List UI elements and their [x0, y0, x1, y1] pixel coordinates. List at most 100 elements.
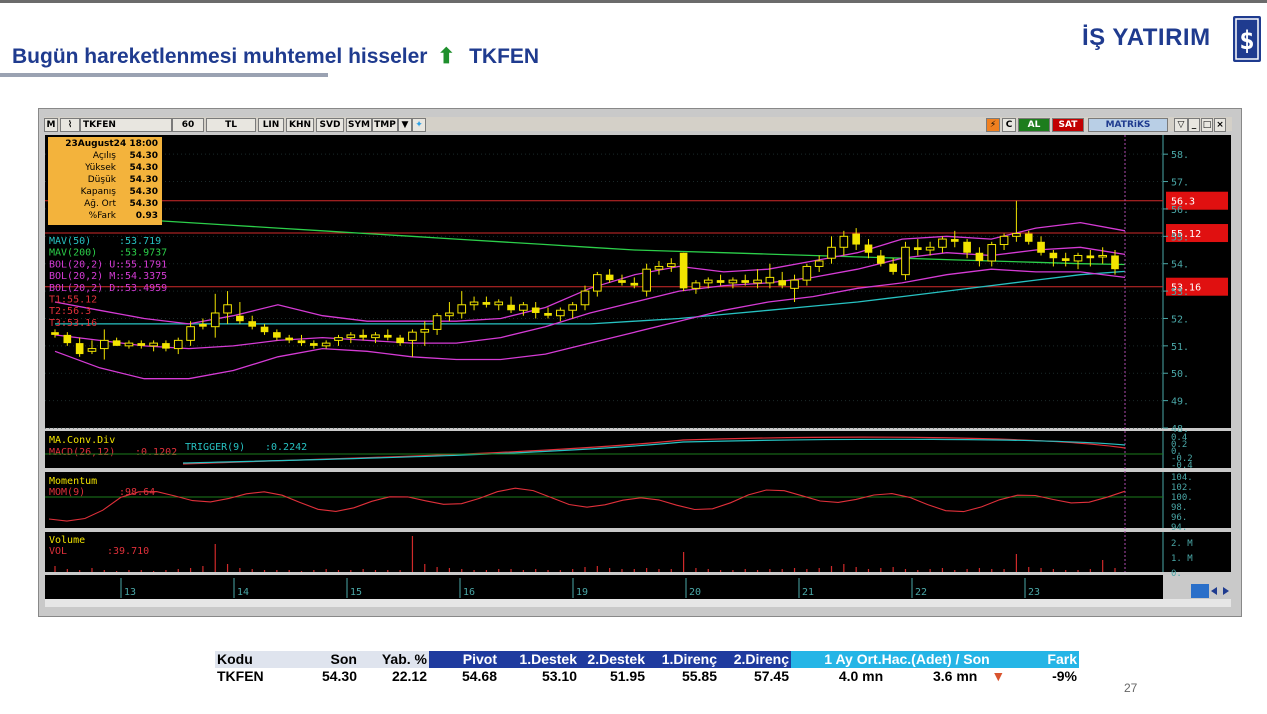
plot-panel [45, 472, 1163, 528]
volume-label: VOL [49, 546, 67, 557]
period-field[interactable]: 60 [172, 118, 204, 132]
indicator-value: :53.719 [119, 236, 161, 247]
indicator-label: BOL(20,2) U: [49, 259, 121, 270]
momentum-tick-label: 104. [1171, 473, 1193, 483]
table-cell: 22.12 [391, 668, 427, 684]
minimize-icon[interactable]: _ [1188, 118, 1200, 132]
series-line [54, 268, 1126, 380]
candle-body-down [273, 332, 281, 338]
info-value: 54.30 [129, 151, 158, 161]
matriks-button[interactable]: MATRiKS [1088, 118, 1168, 132]
target-level-badge [1166, 277, 1228, 296]
table-header: Yab. % [359, 651, 429, 668]
macd-tick-label: 0.4 [1171, 433, 1187, 443]
candle-body-down [199, 323, 207, 327]
dropdown-arrow-icon[interactable]: ▼ [398, 118, 412, 132]
candle-body-down [679, 252, 688, 289]
candle-body-down [1049, 252, 1058, 259]
candle-body-down [605, 274, 614, 281]
candle-body-up [827, 246, 836, 259]
candle-body-down [236, 315, 244, 322]
candle-body-down [741, 280, 750, 283]
scroll-left-icon [1211, 587, 1217, 595]
scroll-right-icon [1223, 587, 1229, 595]
candle-body-up [802, 265, 812, 281]
ohlc-info-box: 23August24 18:00 Açılış 54.30 Yüksek 54.30… [48, 137, 162, 225]
x-tick-label: 23 [1028, 587, 1040, 598]
momentum-tick-label: 100. [1171, 493, 1193, 503]
candle-body-up [839, 235, 849, 248]
candle-body-down [285, 337, 294, 341]
tmp-button[interactable]: TMP [372, 118, 398, 132]
table-cell: 3.6 mn ▼ [931, 668, 1023, 685]
candle-body-down [950, 239, 959, 242]
indicator-label: MAV(200) [49, 248, 97, 259]
candle-body-up [556, 309, 565, 317]
table-cell: 54.68 [461, 668, 497, 684]
macd-tick-label: 0. [1171, 447, 1182, 457]
sym-button[interactable]: SYM [346, 118, 372, 132]
indicator-label: BOL(20,2) M: [49, 271, 121, 282]
symbol-field[interactable]: TKFEN [80, 118, 172, 132]
maximize-icon[interactable]: □ [1201, 118, 1213, 132]
down-triangle-icon: ▼ [991, 668, 1006, 684]
momentum-tick-label: 102. [1171, 483, 1193, 493]
menu-m-button[interactable]: M [44, 118, 58, 132]
trigger-value: :0.2242 [265, 442, 307, 453]
lightning-icon[interactable]: ⚡ [986, 118, 1000, 132]
info-key: Yüksek [85, 163, 116, 173]
momentum-title: Momentum [49, 476, 97, 487]
sat-button[interactable]: SAT [1052, 118, 1084, 132]
info-value: 54.30 [129, 175, 158, 185]
candle-body-up [346, 334, 356, 339]
lin-button[interactable]: LIN [258, 118, 284, 132]
macd-title: MA.Conv.Div [49, 435, 115, 446]
candle-body-up [457, 304, 467, 314]
info-row: Açılış 54.30 [48, 150, 162, 162]
candle-body-down [531, 307, 540, 313]
table-row: TKFEN 54.30 22.12 54.68 53.10 51.95 55.8… [215, 668, 1079, 685]
table-cell: -9% [1052, 668, 1077, 684]
candle-body-down [852, 233, 860, 245]
khn-button[interactable]: KHN [286, 118, 314, 132]
candle-body-up [408, 331, 417, 341]
candle-body-down [975, 252, 984, 261]
table-header: Fark [1023, 651, 1079, 668]
title-text: Bugün hareketlenmesi muhtemel hisseler [12, 45, 428, 68]
volume-value: :39.710 [107, 546, 149, 557]
info-row: Düşük 54.30 [48, 174, 162, 186]
candle-body-up [149, 342, 158, 347]
y-tick-label: 57. [1171, 178, 1189, 189]
candle-body-up [445, 312, 454, 317]
candle-body-up [99, 339, 109, 350]
series-line [55, 270, 1126, 325]
y-tick-label: 53. [1171, 287, 1189, 298]
window-menu-icon[interactable]: ▽ [1174, 118, 1188, 132]
candle-body-up [469, 301, 479, 306]
candle-body-up [87, 348, 97, 352]
chart-type-icon[interactable]: ⌇ [60, 118, 80, 132]
candle-body-down [544, 312, 552, 316]
candle-body-up [1012, 233, 1021, 237]
info-value: 0.93 [135, 211, 158, 221]
momentum-line [48, 487, 1126, 522]
x-tick-label: 16 [463, 587, 475, 598]
levels-table: Kodu Son Yab. % Pivot 1.Destek 2.Destek … [215, 651, 1079, 685]
candle-body-up [223, 304, 232, 314]
c-button[interactable]: C [1002, 118, 1016, 132]
twitter-icon[interactable]: ✦ [412, 118, 426, 132]
target-level-label: 56.3 [1171, 197, 1195, 208]
al-button[interactable]: AL [1018, 118, 1050, 132]
svd-button[interactable]: SVD [316, 118, 344, 132]
table-cell: 53.10 [541, 668, 577, 684]
candle-body-down [75, 343, 84, 355]
close-icon[interactable]: × [1214, 118, 1226, 132]
currency-field[interactable]: TL [206, 118, 256, 132]
y-tick-label: 58. [1171, 150, 1189, 161]
candle-body-up [321, 342, 331, 347]
plot-panel [45, 532, 1163, 572]
indicator-value: :53.9737 [119, 248, 167, 259]
candle-body-up [790, 279, 799, 289]
candle-body-up [654, 265, 664, 270]
info-key: Ağ. Ort [84, 199, 116, 209]
